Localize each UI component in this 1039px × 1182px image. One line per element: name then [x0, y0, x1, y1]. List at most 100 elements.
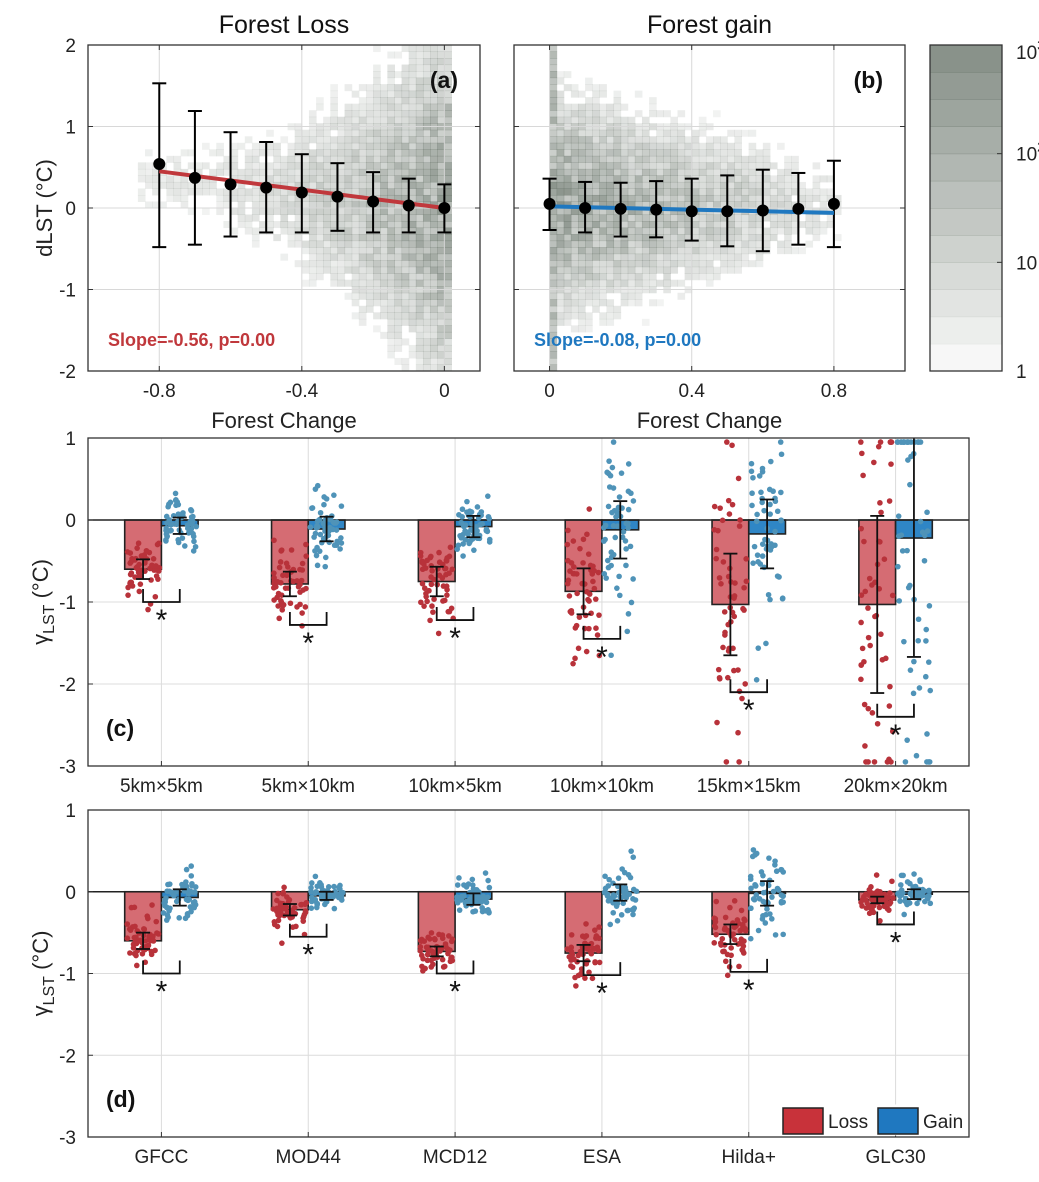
density-cell	[308, 194, 317, 202]
density-cell	[266, 194, 274, 202]
density-cell	[627, 273, 636, 281]
sample-point	[186, 896, 193, 903]
sample-point	[145, 915, 151, 922]
sample-point	[916, 685, 923, 691]
sample-point	[878, 509, 884, 516]
density-cell	[577, 221, 586, 229]
density-cell	[585, 253, 593, 261]
density-cell	[308, 208, 317, 216]
density-cell	[585, 175, 593, 183]
colorbar-tick-label: 10	[1016, 253, 1037, 274]
density-cell	[373, 155, 381, 163]
density-cell	[387, 181, 395, 189]
density-cell	[437, 116, 445, 124]
density-cell	[287, 155, 296, 163]
density-cell	[748, 168, 757, 176]
sample-point	[577, 545, 583, 552]
density-cell	[430, 116, 438, 124]
density-cell	[698, 273, 707, 281]
density-cell	[145, 149, 153, 157]
density-cell	[613, 175, 622, 183]
sample-point	[417, 549, 424, 556]
density-cell	[769, 188, 778, 196]
density-cell	[585, 240, 593, 248]
sample-point	[129, 555, 135, 562]
density-cell	[727, 188, 735, 196]
density-cell	[259, 162, 267, 170]
sample-point	[188, 873, 195, 879]
density-cell	[656, 279, 664, 287]
x-tick-label: 0	[544, 381, 555, 402]
density-cell	[358, 181, 367, 189]
sample-point	[288, 547, 295, 553]
density-cell	[599, 318, 607, 326]
density-cell	[577, 168, 586, 176]
density-cell	[373, 234, 381, 242]
error-bar	[429, 945, 444, 958]
density-cell	[592, 214, 600, 222]
density-cell	[273, 221, 281, 229]
sample-point	[430, 609, 436, 615]
density-cell	[720, 194, 728, 202]
density-cell	[627, 266, 636, 274]
density-cell	[634, 194, 643, 202]
density-cell	[351, 201, 360, 209]
density-cell	[777, 194, 785, 202]
density-cell	[791, 221, 799, 229]
density-cell	[394, 129, 403, 137]
density-cell	[444, 305, 452, 313]
sample-point	[927, 687, 934, 694]
slope-annotation: Slope=-0.56, p=0.00	[108, 330, 275, 350]
sample-point	[428, 553, 434, 560]
sample-point	[731, 936, 738, 943]
sample-point	[609, 509, 615, 516]
sample-point	[629, 906, 636, 913]
density-cell	[415, 194, 424, 202]
density-cell	[784, 188, 792, 196]
mean-point	[260, 181, 273, 194]
density-cell	[691, 201, 700, 209]
density-cell	[373, 97, 381, 105]
density-cell	[380, 214, 388, 222]
density-cell	[437, 162, 445, 170]
density-cell	[430, 273, 438, 281]
density-cell	[408, 305, 417, 313]
density-cell	[358, 312, 367, 320]
density-cell	[373, 162, 381, 170]
density-cell	[323, 247, 331, 255]
sample-point	[779, 595, 786, 602]
density-cell	[748, 162, 757, 170]
density-cell	[316, 240, 324, 248]
sample-point	[456, 907, 463, 913]
significance-asterisk: *	[890, 719, 902, 752]
density-cell	[691, 129, 700, 137]
sample-point	[439, 935, 446, 942]
density-cell	[698, 247, 707, 255]
sample-point	[300, 918, 307, 924]
density-cell	[563, 266, 572, 274]
density-cell	[137, 168, 146, 176]
density-cell	[585, 194, 593, 202]
sample-point	[716, 575, 723, 581]
density-cell	[720, 201, 728, 209]
density-cell	[316, 97, 324, 105]
sample-point	[275, 890, 281, 897]
points-gain	[160, 847, 934, 942]
density-cell	[649, 240, 657, 248]
sample-point	[763, 640, 769, 647]
density-cell	[563, 142, 572, 150]
density-cell	[663, 221, 671, 229]
density-cell	[720, 266, 728, 274]
density-cell	[330, 266, 338, 274]
sample-point	[312, 896, 319, 903]
density-cell	[444, 338, 452, 346]
sample-point	[615, 875, 622, 881]
sample-point	[908, 453, 914, 460]
density-cell	[656, 168, 664, 176]
density-cell	[415, 116, 424, 124]
density-cell	[380, 260, 388, 268]
density-cell	[415, 305, 424, 313]
density-cell	[592, 110, 600, 118]
density-cell	[408, 90, 417, 98]
x-tick-label: MOD44	[276, 1147, 342, 1168]
